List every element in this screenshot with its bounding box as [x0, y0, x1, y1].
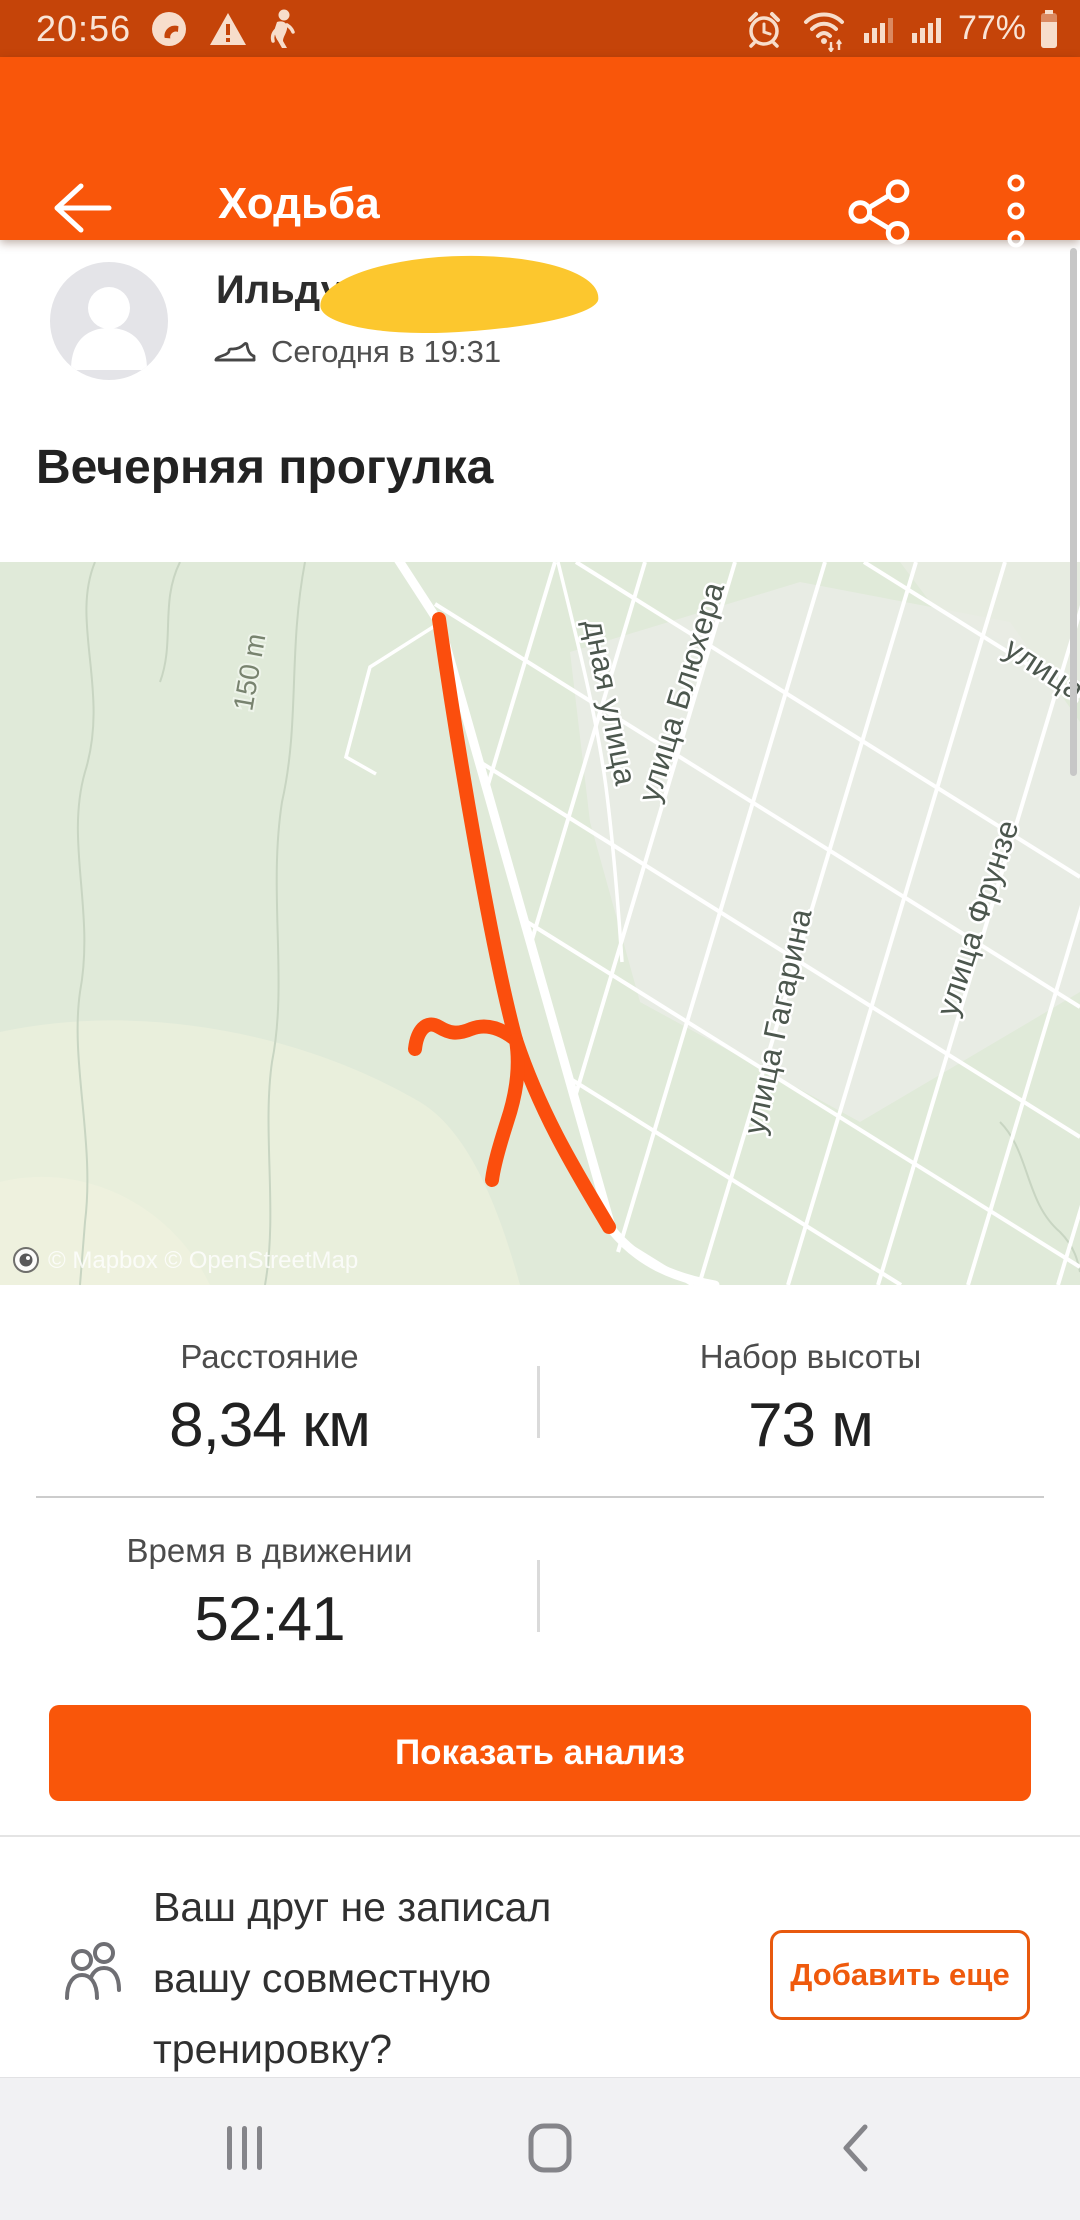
friend-prompt-line: Ваш друг не записал — [153, 1884, 552, 1930]
recents-icon — [227, 2126, 262, 2170]
avatar-person-icon — [71, 287, 147, 370]
back-nav-button[interactable] — [755, 2078, 955, 2220]
section-divider — [0, 1835, 1080, 1837]
home-icon — [528, 2123, 572, 2173]
activity-title: Вечерняя прогулка — [36, 441, 494, 494]
battery-percent: 77% — [957, 9, 1026, 47]
recents-button[interactable] — [145, 2078, 345, 2220]
signal-sim1-icon — [863, 17, 893, 43]
activity-meta: Сегодня в 19:31 — [213, 334, 501, 370]
activity-route — [408, 612, 616, 1234]
stat-label: Набор высоты — [699, 1338, 922, 1375]
pedometer-person-icon — [270, 9, 295, 48]
mapbox-logo — [13, 1247, 39, 1273]
stat-value: 73 м — [748, 1391, 874, 1460]
overflow-dots-icon — [1007, 174, 1025, 248]
stat-divider — [537, 1560, 540, 1632]
people-icon — [65, 1942, 121, 2000]
signal-sim2-icon — [911, 17, 941, 43]
add-more-button[interactable]: Добавить еще — [770, 1930, 1030, 2020]
share-icon — [848, 178, 910, 245]
warning-icon — [210, 12, 247, 45]
stat-value: 8,34 км — [169, 1391, 371, 1460]
stat-elevation: Набор высоты 73 м — [541, 1338, 1080, 1461]
missed-call-icon — [152, 11, 187, 46]
page-title: Ходьба — [218, 179, 380, 228]
back-chevron-icon — [843, 2124, 868, 2172]
friend-prompt-line: тренировку? — [153, 2026, 393, 2072]
friend-prompt-line: вашу совместную — [153, 1955, 492, 2001]
stat-label: Расстояние — [180, 1338, 359, 1375]
shoe-icon — [214, 342, 256, 362]
stat-label: Время в движении — [126, 1532, 413, 1569]
back-button[interactable] — [40, 173, 124, 245]
clock-time: 20:56 — [36, 7, 132, 49]
scrollbar[interactable] — [1070, 248, 1077, 776]
battery-icon — [1041, 9, 1057, 48]
route-map[interactable]: 150 m дная улица улица Блюхера улица ули… — [0, 562, 1080, 1285]
wifi-icon — [803, 12, 844, 52]
share-button[interactable] — [842, 175, 918, 251]
stat-distance: Расстояние 8,34 км — [0, 1338, 539, 1461]
android-nav-bar — [0, 2077, 1080, 2220]
map-residential-patch2 — [900, 562, 1080, 682]
home-button[interactable] — [450, 2078, 650, 2220]
stats-row-divider — [36, 1496, 1044, 1498]
back-arrow-icon — [54, 183, 112, 232]
stat-moving-time: Время в движении 52:41 — [0, 1532, 539, 1655]
avatar[interactable] — [50, 262, 168, 380]
activity-time: Сегодня в 19:31 — [271, 334, 502, 369]
overflow-menu-button[interactable] — [986, 169, 1046, 255]
status-bar: 20:56 — [0, 0, 1080, 57]
map-field-patch2 — [0, 1176, 210, 1285]
stat-value: 52:41 — [194, 1585, 345, 1654]
map-attribution: © Mapbox © OpenStreetMap — [48, 1247, 358, 1274]
alarm-icon — [747, 11, 780, 48]
app-bar: Ходьба — [0, 57, 1080, 248]
show-analysis-button[interactable]: Показать анализ — [49, 1705, 1031, 1801]
name-redaction-scribble — [318, 249, 600, 339]
contour-lines — [76, 562, 1080, 1285]
stat-divider — [537, 1366, 540, 1438]
